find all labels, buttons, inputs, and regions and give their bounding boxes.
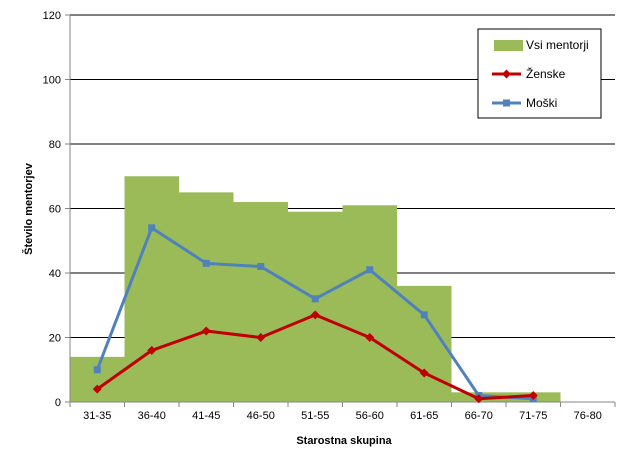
x-tick-label: 66-70 (465, 410, 493, 422)
legend-label: Vsi mentorji (526, 38, 589, 52)
y-axis-title: Število mentorjev (22, 162, 35, 255)
legend-label: Moški (526, 96, 557, 110)
data-point (201, 326, 211, 336)
y-tick-label: 40 (49, 268, 61, 280)
data-point (147, 345, 157, 355)
data-point (420, 311, 428, 319)
y-tick-label: 80 (49, 139, 61, 151)
x-tick-label: 61-65 (410, 410, 438, 422)
bar (124, 176, 179, 402)
x-tick-label: 51-55 (301, 410, 329, 422)
bar (233, 202, 288, 402)
data-point (419, 368, 429, 378)
x-tick-label: 56-60 (356, 410, 384, 422)
data-point (310, 310, 320, 320)
data-point (93, 366, 101, 374)
data-point (311, 295, 319, 303)
bar (179, 192, 234, 402)
x-tick-label: 36-40 (138, 410, 166, 422)
data-point (474, 394, 484, 404)
legend-label: Ženske (526, 66, 566, 81)
bar (342, 205, 397, 402)
data-point (528, 391, 538, 401)
y-tick-label: 20 (49, 333, 61, 345)
bar (70, 356, 125, 402)
y-tick-label: 100 (43, 75, 61, 87)
data-point (365, 333, 375, 342)
legend-marker (502, 69, 511, 79)
y-tick-label: 60 (49, 204, 61, 216)
x-tick-label: 71-75 (519, 410, 547, 422)
x-tick-label: 41-45 (192, 410, 220, 422)
x-axis-title: Starostna skupina (296, 435, 392, 447)
data-point (92, 384, 102, 394)
data-point (148, 224, 156, 232)
axes (65, 14, 616, 407)
data-point (256, 333, 266, 342)
bars-vsi-mentorji (70, 176, 561, 402)
x-tick-label: 46-50 (247, 410, 275, 422)
x-tick-label: 31-35 (83, 410, 111, 422)
data-point (257, 263, 265, 271)
data-point (366, 266, 374, 274)
legend-swatch (494, 40, 523, 51)
line-series (92, 224, 538, 404)
tick-labels: 0 20 40 60 80 100 120 31-35 36-40 41-45 46-50 51-55… (43, 10, 602, 422)
legend-marker (503, 99, 510, 107)
series--enske (92, 310, 538, 404)
y-tick-label: 120 (43, 10, 61, 22)
x-tick-label: 76-80 (574, 410, 602, 422)
bar (288, 211, 343, 402)
legend: Vsi mentorji Ženske Moški (477, 28, 602, 119)
data-point (202, 259, 210, 267)
y-tick-label: 0 (55, 397, 61, 409)
